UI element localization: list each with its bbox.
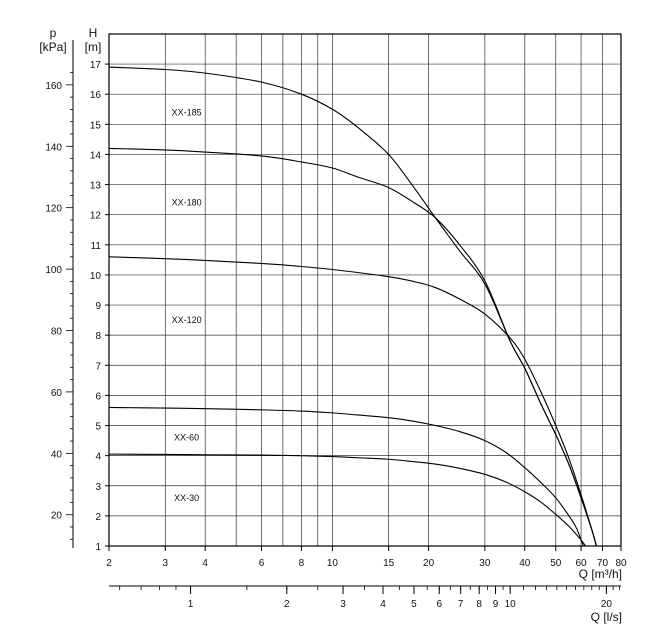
y2-tick-label: 80 <box>51 326 63 337</box>
x-tick-label: 4 <box>202 558 208 569</box>
x2-tick-label: 5 <box>411 599 417 610</box>
x-tick-label: 70 <box>597 558 609 569</box>
y-tick-label: 15 <box>90 120 102 131</box>
y-tick-label: 17 <box>90 60 102 71</box>
y2-tick-label: 120 <box>45 204 62 215</box>
x-tick-label: 60 <box>576 558 588 569</box>
y2-tick-label: 20 <box>51 511 63 522</box>
plot-frame <box>108 33 622 547</box>
x-tick-label: 2 <box>106 558 112 569</box>
y2-axis-unit: [kPa] <box>39 40 66 54</box>
y2-tick-label: 60 <box>51 388 63 399</box>
curve-xx-120 <box>108 256 597 547</box>
curve-label: XX-185 <box>172 107 202 117</box>
x2-tick-label: 1 <box>188 599 194 610</box>
x-tick-label: 30 <box>479 558 491 569</box>
y2-tick-label: 40 <box>51 449 63 460</box>
y-tick-label: 16 <box>90 90 102 101</box>
x-tick-label: 40 <box>519 558 531 569</box>
curve-xx-60 <box>108 406 584 547</box>
x2-tick-label: 6 <box>436 599 442 610</box>
x-tick-label: 50 <box>550 558 562 569</box>
x2-tick-label: 3 <box>340 599 346 610</box>
y2-tick-label: 160 <box>45 81 62 92</box>
y-tick-label: 4 <box>95 452 101 463</box>
x2-tick-label: 8 <box>476 599 482 610</box>
curve-label: XX-180 <box>172 198 202 208</box>
y-axis-kpa: 20 40 60 80 100 120 140 160 <box>45 40 74 548</box>
y-tick-label: 13 <box>90 181 102 192</box>
y-tick-label: 14 <box>90 150 102 161</box>
x2-tick-label: 4 <box>380 599 386 610</box>
x-axis-flow-m3h: 2 3 4 6 8 10 15 20 30 40 50 60 70 80 <box>106 546 627 569</box>
x-tick-label: 20 <box>423 558 435 569</box>
y-tick-label: 11 <box>91 241 102 252</box>
x2-axis-label: Q [l/s] <box>591 610 622 624</box>
x-tick-label: 6 <box>259 558 265 569</box>
x2-tick-label: 20 <box>601 599 613 610</box>
y2-tick-label: 100 <box>45 265 62 276</box>
x2-tick-label: 10 <box>505 599 517 610</box>
y-tick-label: 7 <box>95 361 101 372</box>
y2-axis-symbol: p <box>50 26 57 40</box>
x-axis-flow-ls: 1 2 3 4 5 6 7 8 9 10 20 <box>109 585 621 610</box>
x-tick-label: 3 <box>162 558 168 569</box>
y-tick-label: 6 <box>95 391 101 402</box>
plot-border <box>108 33 622 547</box>
x2-tick-label: 2 <box>284 599 290 610</box>
curve-xx-30 <box>108 453 587 547</box>
y-tick-label: 3 <box>95 482 101 493</box>
curve-label: XX-60 <box>174 433 199 443</box>
y-tick-label: 8 <box>95 331 101 342</box>
x2-tick-label: 7 <box>458 599 464 610</box>
curve-label: XX-30 <box>174 493 199 503</box>
x-tick-label: 8 <box>299 558 305 569</box>
curve-label: XX-120 <box>172 315 202 325</box>
x-tick-label: 80 <box>615 558 627 569</box>
curves <box>108 66 597 547</box>
y-tick-label: 9 <box>95 301 101 312</box>
y-tick-label: 2 <box>95 512 101 523</box>
x-tick-label: 15 <box>383 558 395 569</box>
y-axis-unit: [m] <box>85 40 102 54</box>
curve-xx-185 <box>108 66 597 547</box>
x-tick-label: 10 <box>327 558 339 569</box>
y2-tick-label: 140 <box>45 142 62 153</box>
y-tick-label: 12 <box>90 211 102 222</box>
y-tick-label: 5 <box>95 422 101 433</box>
y-tick-label: 1 <box>95 542 101 553</box>
y-axis-symbol: H <box>89 26 98 40</box>
curve-labels: XX-185 XX-180 XX-120 XX-60 XX-30 <box>172 107 202 503</box>
x2-tick-label: 9 <box>493 599 499 610</box>
y-tick-label: 10 <box>90 271 102 282</box>
curve-xx-180 <box>108 147 597 547</box>
x-axis-label: Q [m³/h] <box>579 567 622 581</box>
